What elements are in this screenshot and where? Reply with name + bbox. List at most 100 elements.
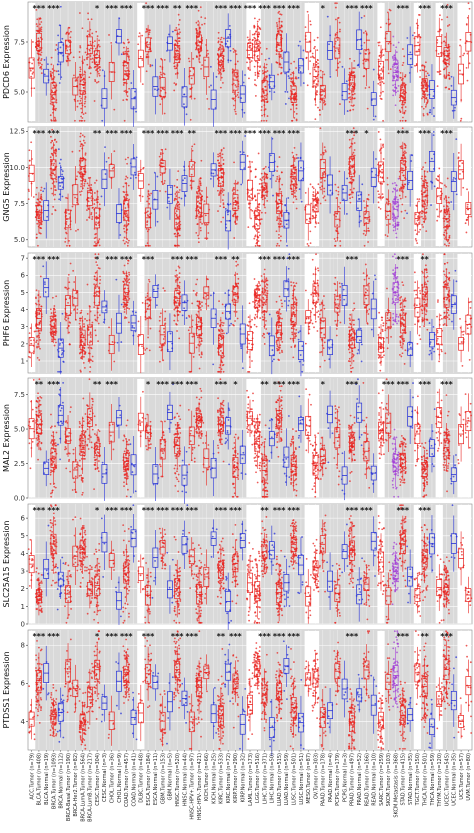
data-point xyxy=(95,61,98,64)
significance-label: *** xyxy=(105,129,118,138)
data-point xyxy=(183,177,186,180)
data-point xyxy=(465,219,468,222)
data-point xyxy=(219,86,222,89)
data-point xyxy=(443,74,446,77)
data-point xyxy=(295,112,298,115)
data-point xyxy=(122,53,125,55)
data-point xyxy=(436,208,438,211)
box-22 xyxy=(181,68,188,126)
group-shade xyxy=(421,2,436,122)
data-point xyxy=(290,80,292,83)
data-point xyxy=(425,75,428,78)
significance-label: ** xyxy=(188,129,197,138)
data-point xyxy=(196,204,199,207)
data-point xyxy=(319,69,322,72)
data-point xyxy=(444,36,447,38)
data-point xyxy=(37,50,39,53)
data-point xyxy=(53,116,56,119)
box-37 xyxy=(289,60,298,122)
data-point xyxy=(404,109,407,112)
data-point xyxy=(105,160,108,163)
data-point xyxy=(154,88,156,91)
data-point xyxy=(32,71,35,74)
data-point xyxy=(314,226,317,228)
data-point xyxy=(80,311,83,314)
data-point xyxy=(364,60,367,62)
data-point xyxy=(417,41,419,44)
box-15 xyxy=(130,69,137,128)
data-point xyxy=(459,55,462,58)
data-point xyxy=(367,193,370,196)
data-point xyxy=(236,189,239,192)
data-point xyxy=(84,112,87,115)
data-point xyxy=(60,52,63,55)
data-point xyxy=(335,215,337,218)
data-point xyxy=(337,186,340,189)
box-16 xyxy=(137,32,144,86)
data-point xyxy=(68,281,71,284)
data-point xyxy=(281,57,283,60)
data-point xyxy=(416,36,419,39)
data-point xyxy=(337,193,340,196)
data-point xyxy=(385,198,388,200)
box-31 xyxy=(246,30,254,80)
data-point xyxy=(397,177,400,180)
data-point xyxy=(324,149,327,152)
data-point xyxy=(320,188,322,191)
data-point xyxy=(336,39,339,41)
data-point xyxy=(44,283,46,285)
data-point xyxy=(38,359,41,361)
data-point xyxy=(393,54,396,57)
data-point xyxy=(84,153,87,156)
data-point xyxy=(250,60,253,62)
data-point xyxy=(175,221,178,224)
data-point xyxy=(53,162,55,165)
data-point xyxy=(242,81,245,84)
data-point xyxy=(84,318,86,320)
data-point xyxy=(54,332,57,335)
data-point xyxy=(98,244,101,247)
data-point xyxy=(40,63,43,66)
data-point xyxy=(400,83,403,86)
data-point xyxy=(262,203,265,206)
y-tick-label: 7.5 xyxy=(14,200,25,208)
data-point xyxy=(432,130,435,133)
data-point xyxy=(199,54,201,57)
data-point xyxy=(126,53,129,56)
data-point xyxy=(418,222,420,224)
data-point xyxy=(259,189,261,192)
data-point xyxy=(78,346,81,349)
data-point xyxy=(113,150,116,153)
box-27 xyxy=(216,31,225,89)
data-point xyxy=(399,189,401,192)
data-point xyxy=(189,118,192,121)
group-shade xyxy=(348,253,363,373)
data-point xyxy=(257,152,260,155)
data-point xyxy=(258,33,260,36)
data-point xyxy=(276,27,279,30)
box-20 xyxy=(166,24,174,63)
data-point xyxy=(397,221,400,224)
data-point xyxy=(440,34,443,36)
data-point xyxy=(260,218,263,221)
data-point xyxy=(311,215,314,217)
significance-label: *** xyxy=(33,129,46,138)
data-point xyxy=(216,52,219,55)
data-point xyxy=(387,214,389,217)
data-point xyxy=(51,192,54,195)
data-point xyxy=(124,158,127,161)
data-point xyxy=(163,88,166,91)
data-point xyxy=(127,223,130,225)
data-point xyxy=(399,145,402,148)
data-point xyxy=(119,234,122,236)
data-point xyxy=(52,327,54,330)
data-point xyxy=(206,196,209,199)
group-shade xyxy=(319,2,334,122)
data-point xyxy=(59,158,62,161)
data-point xyxy=(53,69,56,72)
data-point xyxy=(199,221,202,224)
data-point xyxy=(378,55,381,57)
data-point xyxy=(89,186,92,189)
data-point xyxy=(314,79,316,82)
data-point xyxy=(38,215,41,218)
